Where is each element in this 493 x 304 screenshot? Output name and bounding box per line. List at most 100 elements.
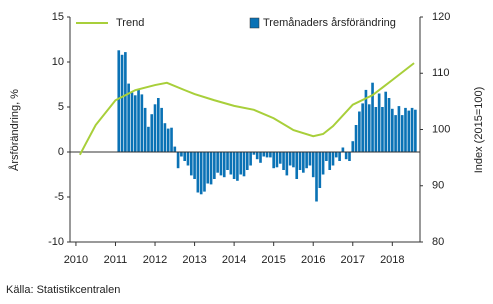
bar — [381, 107, 384, 152]
bar — [338, 152, 341, 161]
bar — [193, 152, 196, 179]
bar — [278, 152, 282, 164]
bar — [298, 152, 302, 170]
bar — [404, 107, 407, 152]
bar — [282, 152, 285, 170]
x-tick-label: 2010 — [64, 254, 88, 266]
bar — [341, 147, 345, 152]
y-axis-label: Årsförändring, % — [8, 89, 21, 171]
trend-line — [79, 62, 415, 156]
x-tick-label: 2012 — [143, 254, 167, 266]
bar — [292, 152, 295, 168]
bar — [285, 152, 289, 176]
bar — [255, 152, 259, 160]
legend-label: Trend — [116, 17, 144, 29]
y-tick-label: 15 — [52, 11, 64, 23]
bar — [189, 152, 193, 176]
bar — [147, 126, 150, 152]
x-tick-label: 2015 — [261, 254, 285, 266]
bar — [153, 104, 157, 152]
y2-tick-label: 100 — [432, 123, 450, 135]
bar — [226, 152, 229, 170]
y-tick-label: -10 — [48, 236, 64, 248]
bar — [127, 83, 130, 152]
x-tick-label: 2013 — [182, 254, 206, 266]
bar — [265, 152, 269, 158]
bar — [143, 107, 147, 152]
bar — [272, 152, 275, 169]
bar — [170, 127, 173, 152]
bar — [245, 152, 249, 170]
bar — [334, 152, 338, 158]
bar — [410, 107, 414, 152]
y-tick-label: -5 — [54, 191, 64, 203]
bar — [361, 103, 364, 152]
bar — [377, 93, 381, 152]
bar — [242, 152, 246, 177]
legend-swatch — [249, 17, 260, 29]
bar — [295, 152, 299, 179]
y2-tick-label: 90 — [432, 180, 444, 192]
bar — [374, 107, 378, 152]
bar — [364, 89, 368, 152]
bar — [269, 152, 272, 158]
bar — [216, 152, 219, 173]
bar — [387, 98, 391, 152]
bar — [160, 107, 163, 152]
x-tick-label: 2016 — [301, 254, 325, 266]
bar — [318, 152, 322, 188]
x-tick-label: 2014 — [222, 254, 246, 266]
bar — [390, 108, 394, 152]
bar — [328, 152, 332, 170]
bar — [219, 152, 223, 176]
bar — [315, 152, 318, 202]
bar — [262, 152, 266, 157]
y-tick-label: 10 — [52, 56, 64, 68]
bar — [384, 91, 388, 152]
bar — [137, 89, 140, 152]
x-tick-label: 2011 — [104, 254, 128, 266]
bar — [166, 128, 170, 152]
source: Källa: Statistikcentralen — [6, 284, 120, 296]
bar — [186, 152, 190, 166]
bar — [371, 82, 374, 152]
bar — [156, 98, 160, 152]
bar — [249, 152, 252, 166]
y2-axis-label: Index (2015=100) — [473, 87, 485, 174]
y-tick-label: 5 — [58, 101, 64, 113]
bar — [117, 50, 121, 152]
y2-tick-label: 120 — [432, 11, 450, 23]
bar — [229, 152, 233, 175]
bar — [400, 115, 404, 152]
bar — [173, 146, 177, 152]
bar — [358, 111, 361, 152]
bar — [120, 54, 124, 152]
legend-label: Tremånaders årsförändring — [263, 17, 396, 29]
bar — [196, 152, 200, 193]
bar — [367, 104, 371, 152]
bar — [394, 115, 397, 152]
bar — [354, 125, 358, 152]
bar — [124, 52, 127, 152]
bar — [183, 152, 187, 161]
bar — [259, 152, 262, 163]
x-tick-label: 2017 — [341, 254, 365, 266]
bar — [209, 152, 213, 185]
bar — [302, 152, 305, 173]
bar — [305, 152, 308, 169]
bar — [180, 152, 183, 157]
bar — [331, 152, 335, 166]
bar — [344, 152, 348, 160]
bar — [133, 95, 137, 152]
bar — [199, 152, 203, 195]
bar — [275, 152, 279, 168]
bar — [163, 123, 167, 152]
bar — [140, 94, 144, 152]
bar — [311, 152, 315, 178]
bar — [222, 152, 226, 178]
bar — [236, 152, 239, 181]
bar — [414, 109, 417, 152]
y2-tick-label: 80 — [432, 236, 444, 248]
bar — [232, 152, 236, 179]
